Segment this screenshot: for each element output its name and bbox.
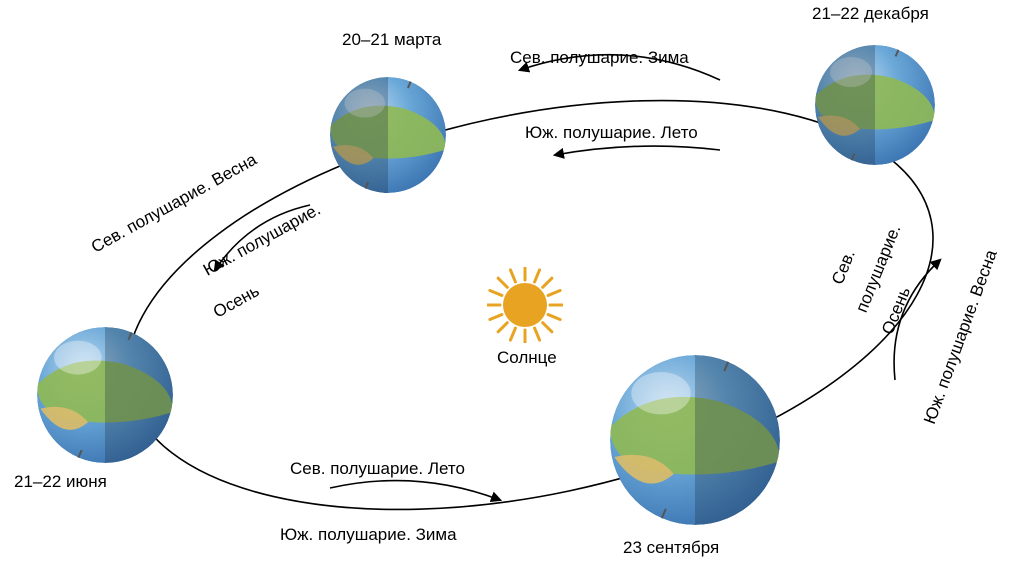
sun-label: Солнце (497, 348, 557, 368)
seg-top-north: Сев. полушарие. Зима (510, 48, 689, 68)
seg-left-south-b: Осень (210, 281, 263, 322)
seg-right-north-a: Сев. (828, 247, 860, 287)
seg-bottom-north: Сев. полушарие. Лето (290, 459, 465, 479)
earth-globe (37, 327, 173, 463)
sun (487, 267, 563, 348)
seg-right-north-c: Осень (878, 284, 915, 337)
date-march: 20–21 марта (342, 30, 441, 50)
seg-bottom-south: Юж. полушарие. Зима (280, 525, 457, 545)
seg-left-south-a: Юж. полушарие. (200, 200, 324, 281)
date-june: 21–22 июня (14, 472, 107, 492)
date-september: 23 сентября (623, 538, 719, 558)
seg-top-south: Юж. полушарие. Лето (525, 123, 698, 143)
earth-globe (330, 77, 446, 193)
seg-right-south: Юж. полушарие. Весна (920, 247, 1002, 427)
earth-globe (815, 45, 935, 165)
date-december: 21–22 декабря (812, 4, 929, 24)
earth-globe (610, 355, 780, 525)
seg-left-north: Сев. полушарие. Весна (88, 150, 260, 258)
